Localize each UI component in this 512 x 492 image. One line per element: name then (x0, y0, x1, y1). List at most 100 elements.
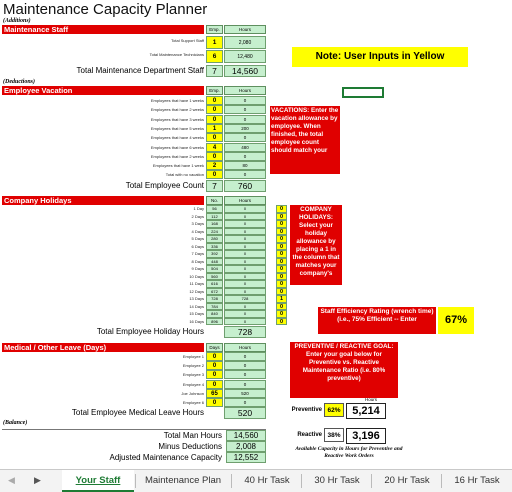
holiday-row-no: 392 (206, 250, 223, 258)
vacation-total-label: Total Employee Count (125, 181, 204, 190)
medical-row-label: Employee 3 (182, 372, 204, 378)
staff-emp-header: Emp. (206, 25, 223, 34)
holiday-row-no: 896 (206, 317, 223, 325)
tab-separator (441, 474, 442, 488)
medical-row-days[interactable]: 0 (206, 361, 223, 371)
tab-separator (231, 474, 232, 488)
sheet-tab-bar: ◀ ▶ Your Staff Maintenance Plan 40 Hr Task… (0, 469, 512, 492)
staff-row-emp[interactable]: 6 (206, 50, 223, 63)
holiday-row-label: 7 Days (191, 251, 204, 256)
holiday-row-no: 840 (206, 310, 223, 318)
holiday-row-hours: 0 (224, 257, 266, 265)
vacation-row-hours: 0 (224, 170, 266, 180)
holiday-row-hours: 0 (224, 227, 266, 235)
holiday-row-count[interactable]: 0 (276, 212, 287, 220)
vacation-row-emp[interactable]: 0 (206, 114, 223, 124)
medical-row-label: Joe Johnson (181, 390, 204, 396)
holiday-row-no: 616 (206, 280, 223, 288)
sheet-tab[interactable]: 30 Hr Task (314, 475, 360, 486)
holiday-row-count[interactable]: 0 (276, 235, 287, 243)
staff-hours-header: Hours (224, 25, 266, 34)
holiday-row-count[interactable]: 0 (276, 205, 287, 213)
selected-cell[interactable] (342, 87, 384, 98)
holiday-row-label: 16 Days (189, 318, 204, 324)
holiday-row-label: 3 Days (191, 221, 204, 226)
medical-total-label: Total Employee Medical Leave Hours (71, 408, 204, 417)
efficiency-label-text: Staff Efficiency Rating (wrench time) (320, 308, 434, 315)
vacation-row-emp[interactable]: 0 (206, 96, 223, 105)
sheet-tab[interactable]: 40 Hr Task (244, 475, 290, 486)
medical-row-days[interactable]: 0 (206, 352, 223, 361)
holiday-row-count[interactable]: 0 (276, 250, 287, 258)
medical-row-days[interactable]: 0 (206, 370, 223, 380)
holiday-row-label: 12 Days (189, 288, 204, 294)
holiday-row-hours: 0 (224, 310, 266, 318)
staff-total-label: Total Maintenance Department Staff (76, 66, 204, 75)
vacation-row-emp[interactable]: 1 (206, 123, 223, 133)
vacation-row-hours: 80 (224, 161, 266, 171)
holidays-no-header: No. (206, 196, 223, 205)
vacation-row-emp[interactable]: 0 (206, 151, 223, 161)
holiday-row-count[interactable]: 0 (276, 220, 287, 228)
medical-row-days[interactable]: 0 (206, 379, 223, 389)
holiday-row-no: 56 (206, 205, 223, 213)
holiday-row-count[interactable]: 0 (276, 272, 287, 280)
staff-header: Maintenance Staff (2, 25, 204, 34)
vacation-row-emp[interactable]: 2 (206, 161, 223, 171)
holiday-row-hours: 0 (224, 212, 266, 220)
holiday-row-label: 10 Days (189, 273, 204, 279)
balance-row-label: Adjusted Maintenance Capacity (109, 453, 222, 462)
holiday-row-hours: 0 (224, 220, 266, 228)
holiday-row-no: 280 (206, 235, 223, 243)
vacation-row-label: Employees that have 2 weeks (150, 153, 204, 159)
vacation-row-emp[interactable]: 0 (206, 133, 223, 143)
section-deductions-label: (Deductions) (3, 79, 35, 85)
holiday-row-hours: 0 (224, 302, 266, 310)
holiday-row-label: 2 Days (191, 213, 204, 219)
reactive-pct: 38% (324, 428, 344, 442)
holiday-row-count[interactable]: 0 (276, 265, 287, 273)
holidays-instructions: COMPANY HOLIDAYS: Select your holiday al… (290, 205, 342, 285)
sheet-tab[interactable]: Your Staff (62, 470, 134, 492)
holiday-row-hours: 0 (224, 250, 266, 258)
medical-row-label: Employee 2 (182, 363, 204, 369)
scroll-left-icon[interactable]: ◀ (8, 475, 15, 485)
holiday-row-no: 112 (206, 212, 223, 220)
balance-row-value: 2,008 (226, 441, 266, 452)
efficiency-sublabel: (i.e., 75% Efficient -- Enter (337, 316, 417, 323)
staff-row-emp[interactable]: 1 (206, 36, 223, 49)
vacation-row-hours: 0 (224, 105, 266, 115)
medical-row-days[interactable]: 0 (206, 398, 223, 407)
staff-row-label: Total Support Staff (171, 38, 204, 43)
preventive-pct[interactable]: 62% (324, 403, 344, 417)
holiday-row-count[interactable]: 0 (276, 310, 287, 318)
holiday-row-hours: 0 (224, 317, 266, 325)
efficiency-value[interactable]: 67% (438, 307, 474, 334)
holiday-row-count[interactable]: 0 (276, 280, 287, 288)
sheet-tab[interactable]: 20 Hr Task (384, 475, 430, 486)
holiday-row-count[interactable]: 0 (276, 227, 287, 235)
sheet-tab[interactable]: 16 Hr Task (454, 475, 500, 486)
holiday-row-hours: 0 (224, 287, 266, 295)
holiday-row-count[interactable]: 0 (276, 317, 287, 325)
holiday-row-count[interactable]: 0 (276, 302, 287, 310)
holiday-row-count[interactable]: 0 (276, 242, 287, 250)
staff-row-label: Total Maintenance Technicians (149, 52, 204, 57)
vacation-instructions: VACATIONS: Enter the vacation allowance … (270, 106, 340, 174)
vacation-row-emp[interactable]: 0 (206, 105, 223, 115)
scroll-right-icon[interactable]: ▶ (34, 475, 41, 485)
vacation-row-label: Employees that have 3 weeks (150, 116, 204, 122)
tab-separator (135, 474, 136, 488)
vacation-row-emp[interactable]: 4 (206, 142, 223, 152)
sheet-tab[interactable]: Maintenance Plan (144, 475, 222, 486)
holiday-row-count[interactable]: 0 (276, 257, 287, 265)
holiday-row-no: 224 (206, 227, 223, 235)
holiday-row-no: 448 (206, 257, 223, 265)
holiday-row-hours: 728 (224, 295, 266, 303)
vacation-row-hours: 480 (224, 142, 266, 152)
holiday-row-count[interactable]: 0 (276, 287, 287, 295)
holiday-row-count[interactable]: 1 (276, 295, 287, 303)
vacation-row-emp[interactable]: 0 (206, 170, 223, 180)
medical-row-label: Employee 4 (182, 381, 204, 387)
medical-row-days[interactable]: 65 (206, 388, 223, 398)
